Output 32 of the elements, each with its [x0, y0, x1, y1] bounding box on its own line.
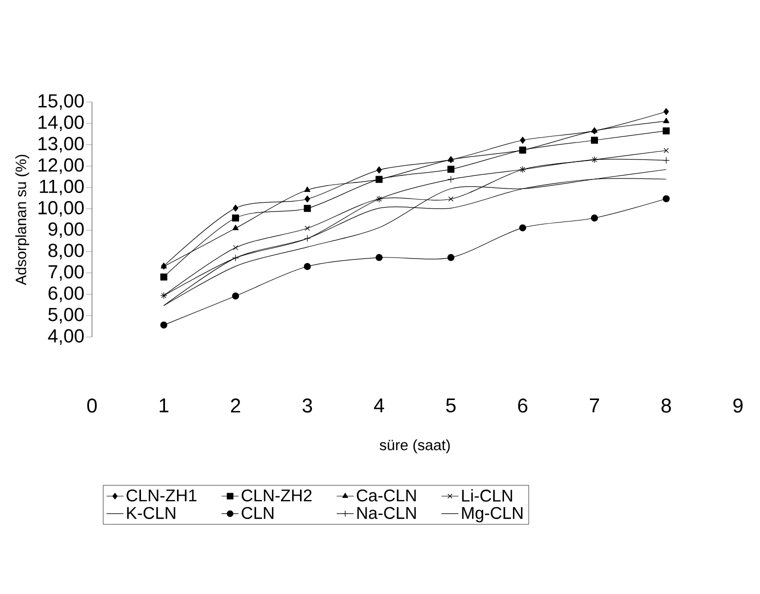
y-axis-title: Adsorplanan su (%) [15, 154, 30, 286]
legend-label: Ca-CLN [356, 489, 416, 502]
x-tick-label: 3 [302, 398, 312, 413]
y-tick-label: 7,00 [48, 265, 84, 281]
legend-label: Li-CLN [462, 489, 512, 502]
y-tick-label: 14,00 [38, 116, 84, 132]
y-tick-label: 11,00 [40, 180, 84, 196]
y-tick-label: 13,00 [38, 136, 84, 153]
x-axis-title: süre (saat) [380, 439, 450, 454]
y-tick-label: 8,00 [48, 244, 84, 260]
x-tick-label: 8 [662, 398, 671, 413]
x-tick-label: 7 [590, 398, 599, 412]
x-tick-label: 9 [733, 398, 743, 413]
legend-label: CLN [242, 506, 274, 519]
y-tick-label: 5,00 [48, 308, 84, 324]
y-tick-label: 10,00 [38, 200, 84, 217]
x-tick-label: 6 [518, 398, 528, 413]
legend-label: CLN-ZH1 [126, 489, 196, 502]
y-tick-label: 6,00 [48, 286, 84, 302]
legend-label: Mg-CLN [462, 506, 522, 522]
x-tick-label: 0 [87, 398, 97, 413]
legend-label: K-CLN [127, 506, 176, 519]
x-tick-label: 1 [160, 398, 168, 412]
y-tick-label: 9,00 [48, 222, 84, 238]
x-tick-label: 5 [446, 398, 456, 412]
legend-label: CLN-ZH2 [242, 489, 312, 502]
legend-label: Na-CLN [357, 506, 416, 519]
x-tick-label: 2 [231, 398, 240, 412]
y-tick-label: 12,00 [38, 158, 84, 174]
y-tick-label: 4,00 [48, 329, 84, 345]
y-tick-label: 15,00 [38, 94, 84, 110]
x-tick-label: 4 [374, 398, 384, 412]
